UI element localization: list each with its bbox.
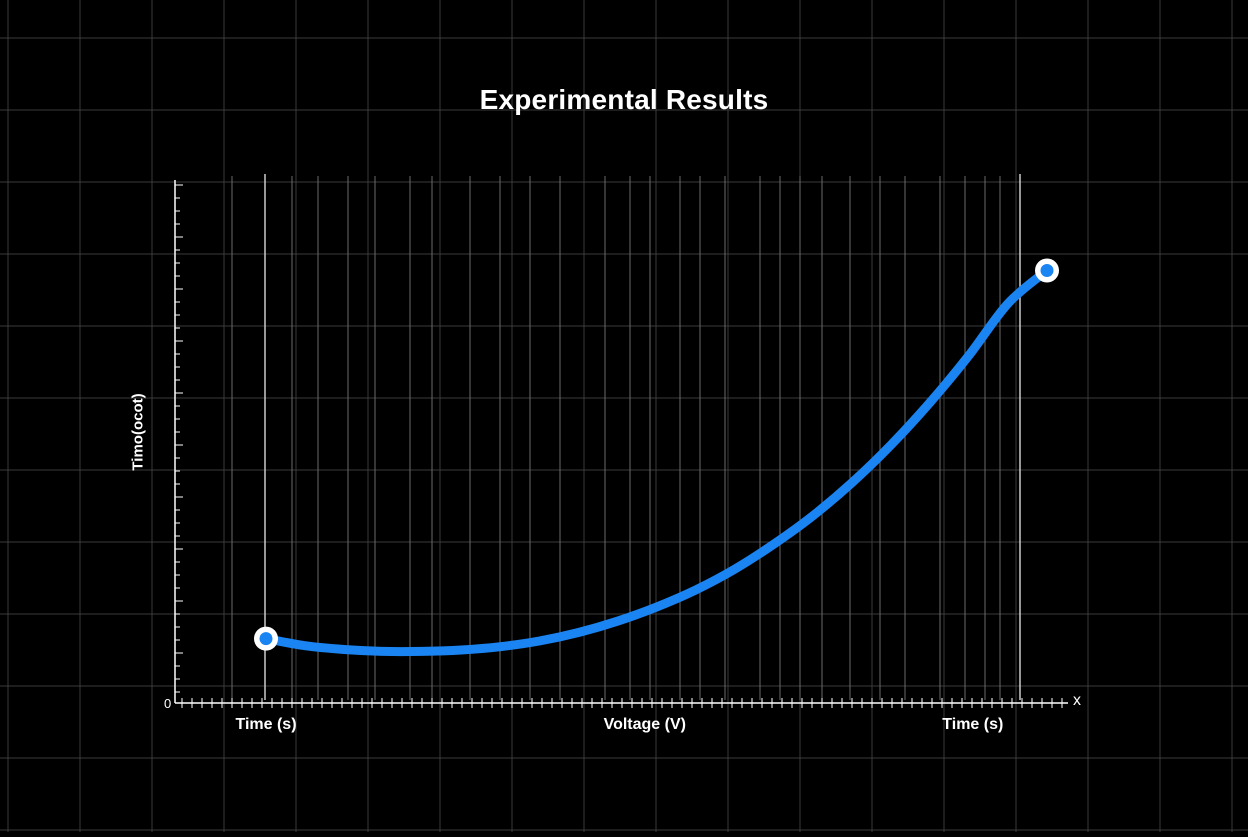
x-axis-end-label: x [1073, 692, 1081, 709]
y-axis-origin-label: 0 [164, 696, 172, 711]
end-point-marker [1035, 258, 1059, 283]
y-axis-label: Timo(ocot) [129, 393, 147, 471]
x-tick-label-0: Time (s) [235, 716, 297, 733]
marker-dot [259, 632, 273, 646]
x-tick-label-1: Voltage (V) [603, 716, 686, 733]
marker-dot [1040, 263, 1054, 277]
plot-grid [231, 174, 1021, 700]
chart-title: Experimental Results [479, 84, 769, 115]
x-tick-label-2: Time (s) [942, 716, 1004, 733]
start-point-marker [254, 626, 278, 651]
axes [174, 180, 1068, 708]
series-layer [254, 258, 1059, 657]
series-line-0 [261, 265, 1052, 657]
